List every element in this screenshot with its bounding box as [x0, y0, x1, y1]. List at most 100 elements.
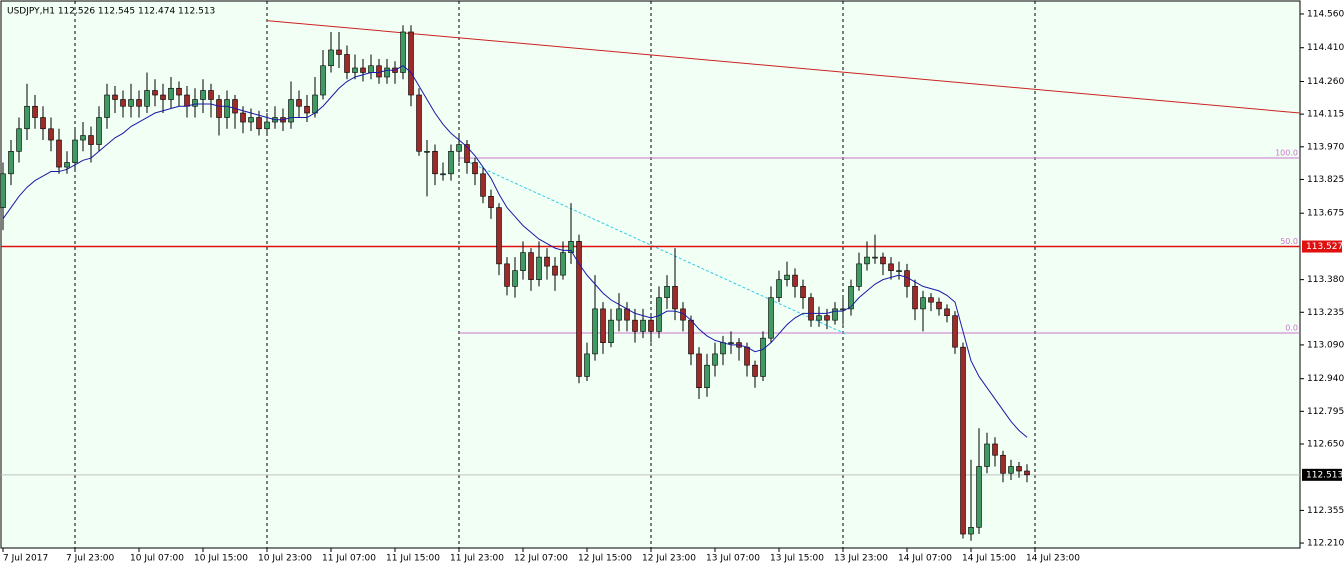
fibo-label: 0.0: [1285, 323, 1298, 332]
candle-body: [352, 67, 358, 73]
candle-body: [192, 99, 198, 107]
fibo-label: 50.0: [1280, 237, 1298, 246]
candle-body: [144, 90, 150, 107]
candle-body: [440, 173, 446, 176]
candle-body: [976, 466, 982, 528]
y-tick-label: 113.380: [1307, 275, 1344, 285]
y-tick-label: 114.260: [1307, 77, 1344, 87]
candle-body: [288, 99, 294, 123]
candle-body: [0, 173, 6, 208]
candle-body: [624, 308, 630, 321]
x-tick-label: 10 Jul 07:00: [130, 554, 184, 564]
candle-body: [24, 105, 30, 130]
candle-body: [40, 117, 46, 130]
candle-body: [1008, 466, 1014, 474]
candle-body: [1024, 470, 1030, 476]
y-tick-label: 112.210: [1307, 539, 1344, 549]
candle-body: [864, 256, 870, 265]
candle-body: [912, 286, 918, 310]
fibo-label: 100.0: [1275, 149, 1298, 158]
candle-body: [152, 90, 158, 96]
candle-body: [432, 150, 438, 175]
candle-body: [664, 286, 670, 298]
candle-body: [48, 128, 54, 141]
candle-body: [632, 319, 638, 332]
y-tick-label: 113.675: [1307, 209, 1344, 219]
candle-body: [240, 112, 246, 123]
candle-body: [576, 241, 582, 377]
candle-body: [32, 105, 38, 118]
candle-body: [248, 117, 254, 123]
x-tick-label: 11 Jul 15:00: [386, 554, 440, 564]
x-tick-label: 12 Jul 15:00: [578, 554, 632, 564]
candle-body: [328, 49, 334, 67]
candle-body: [768, 297, 774, 339]
candle-body: [712, 353, 718, 366]
candle-body: [120, 99, 126, 107]
candle-body: [584, 353, 590, 377]
x-tick-label: 11 Jul 23:00: [450, 554, 504, 564]
candle-body: [472, 162, 478, 175]
candle-body: [520, 252, 526, 271]
price-tag: [1302, 468, 1342, 481]
x-tick-label: 7 Jul 2017: [3, 554, 48, 564]
candle-body: [88, 135, 94, 145]
y-tick-label: 113.825: [1307, 175, 1344, 185]
candle-body: [424, 150, 430, 153]
candle-body: [264, 121, 270, 130]
candle-body: [504, 263, 510, 287]
candle-body: [168, 87, 174, 100]
candle-body: [216, 99, 222, 118]
candle-body: [568, 241, 574, 253]
candle-body: [648, 319, 654, 332]
candle-body: [320, 65, 326, 96]
candle-body: [784, 274, 790, 280]
x-tick-label: 12 Jul 23:00: [642, 554, 696, 564]
candle-body: [832, 308, 838, 321]
candle-body: [184, 94, 190, 107]
candle-body: [400, 31, 406, 73]
candle-body: [936, 301, 942, 310]
x-tick-label: 13 Jul 23:00: [834, 554, 888, 564]
candle-body: [8, 150, 14, 175]
candle-body: [688, 319, 694, 355]
candle-body: [232, 99, 238, 114]
candle-body: [992, 443, 998, 456]
candle-body: [728, 342, 734, 344]
candle-body: [592, 308, 598, 355]
candle-body: [872, 256, 878, 259]
candle-body: [128, 99, 134, 107]
candle-body: [456, 144, 462, 152]
x-tick-label: 12 Jul 07:00: [514, 554, 568, 564]
candle-body: [696, 353, 702, 388]
candle-body: [536, 256, 542, 280]
moving-average: [2, 65, 1028, 438]
y-tick-label: 112.650: [1307, 439, 1344, 449]
y-tick-label: 112.355: [1307, 506, 1344, 516]
candle-body: [488, 196, 494, 208]
y-tick-label: 113.090: [1307, 340, 1344, 350]
candle-body: [376, 65, 382, 78]
x-tick-label: 11 Jul 07:00: [322, 554, 376, 564]
candle-body: [56, 139, 62, 168]
y-tick-label: 112.940: [1307, 374, 1344, 384]
candle-body: [920, 297, 926, 310]
candle-body: [368, 65, 374, 73]
candle-body: [960, 346, 966, 535]
candle-body: [856, 263, 862, 287]
x-tick-label: 14 Jul 15:00: [962, 554, 1016, 564]
candle-body: [896, 270, 902, 272]
x-tick-label: 14 Jul 23:00: [1026, 554, 1080, 564]
candle-body: [176, 87, 182, 96]
candle-body: [680, 308, 686, 321]
candle-body: [464, 144, 470, 163]
candle-body: [608, 319, 614, 343]
candle-body: [416, 94, 422, 152]
candle-body: [752, 364, 758, 377]
candle-body: [224, 99, 230, 118]
candle-body: [880, 256, 886, 265]
chart-title: USDJPY,H1 112.526 112.545 112.474 112.51…: [7, 7, 215, 17]
candle-body: [64, 162, 70, 168]
candle-body: [792, 274, 798, 287]
candle-body: [480, 173, 486, 197]
